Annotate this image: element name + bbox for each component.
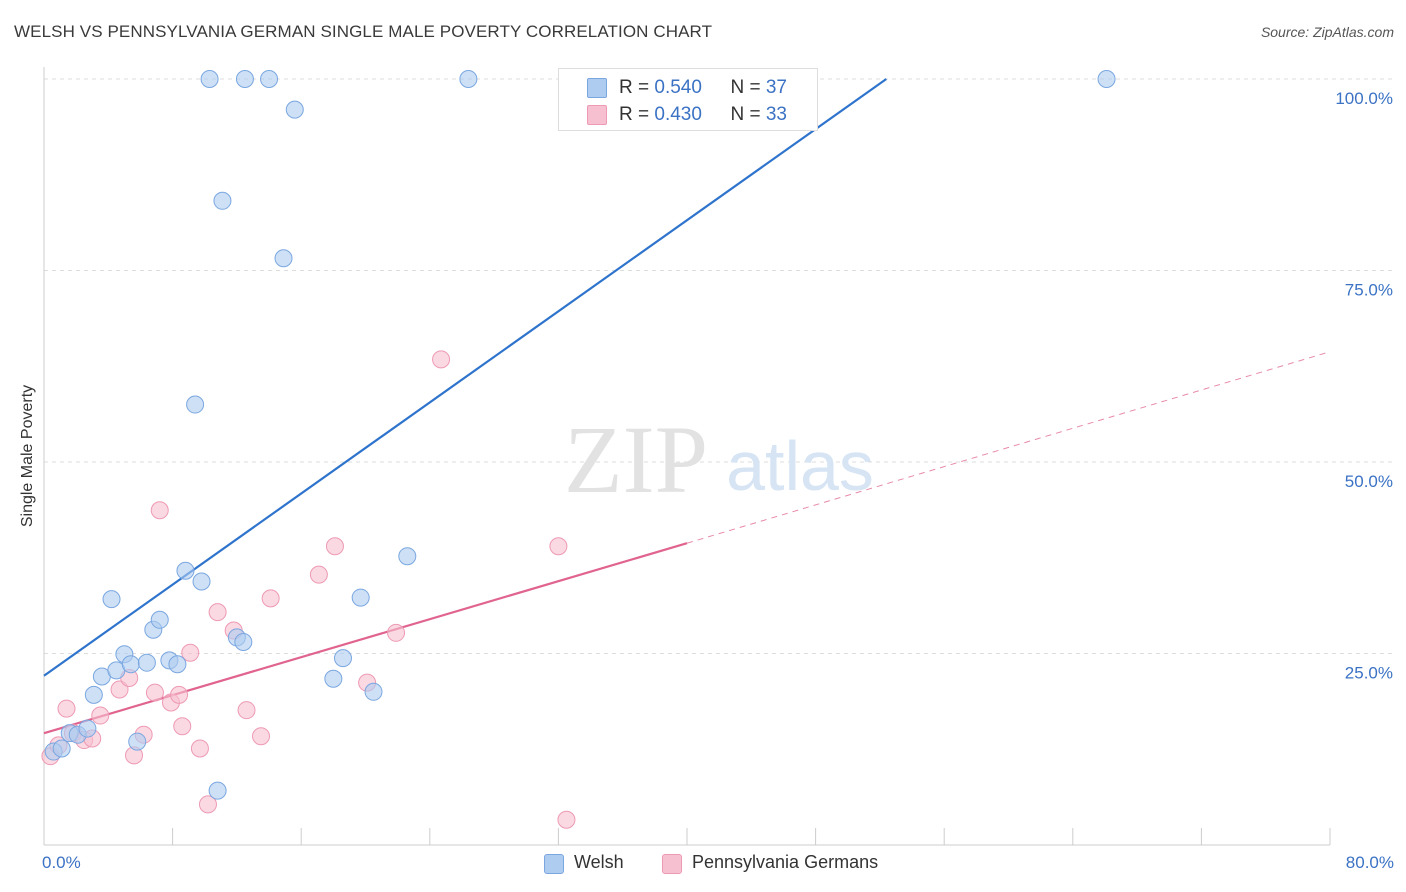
pa-point: [208, 603, 227, 622]
welsh-n-label: N =: [730, 77, 766, 98]
y-tick-labels: 25.0% 50.0% 75.0% 100.0%: [1335, 89, 1393, 683]
welsh-point: [208, 781, 227, 800]
welsh-point: [364, 682, 383, 701]
pa-point: [150, 501, 169, 520]
welsh-point: [1097, 70, 1116, 88]
source-label: Source: ZipAtlas.com: [1260, 24, 1394, 40]
welsh-point: [84, 685, 103, 704]
welsh-point: [200, 70, 219, 88]
pa-point: [237, 701, 256, 720]
pa-n-value: 33: [765, 104, 787, 125]
welsh-point: [213, 191, 232, 210]
axes: [43, 67, 1331, 846]
welsh-point: [128, 732, 147, 751]
y-tick-label: 50.0%: [1345, 472, 1393, 491]
legend-pa-swatch: [662, 854, 682, 874]
watermark-zip: ZIP: [564, 406, 708, 513]
welsh-point: [234, 633, 253, 652]
pa-r-value: 0.430: [654, 104, 702, 125]
pa-point: [252, 727, 271, 746]
welsh-point: [137, 653, 156, 672]
welsh-point: [78, 719, 97, 738]
legend-pa-label: Pennsylvania Germans: [692, 852, 879, 872]
pa-n-label: N =: [730, 104, 766, 125]
welsh-r-value: 0.540: [654, 77, 702, 98]
y-tick-label: 25.0%: [1345, 664, 1393, 683]
pa-point: [557, 810, 576, 829]
pa-trend-extension: [686, 351, 1331, 544]
welsh-point: [459, 70, 478, 88]
welsh-point: [351, 588, 370, 607]
pa-swatch: [587, 105, 607, 125]
y-axis-label: Single Male Poverty: [19, 384, 36, 528]
welsh-trend-line: [43, 78, 887, 677]
pa-point: [110, 680, 129, 699]
legend-welsh-swatch: [544, 854, 564, 874]
pa-point: [173, 717, 192, 736]
watermark-atlas: atlas: [726, 427, 874, 505]
welsh-point: [168, 655, 187, 674]
pa-point: [261, 589, 280, 608]
pa-point: [181, 643, 200, 662]
data-points: [41, 70, 1116, 829]
welsh-swatch: [587, 78, 607, 98]
welsh-point: [52, 739, 71, 758]
pa-point: [387, 623, 406, 642]
y-tick-label: 75.0%: [1345, 281, 1393, 300]
pa-trend-line: [43, 542, 688, 735]
welsh-point: [192, 572, 211, 591]
pa-point: [190, 739, 209, 758]
pa-point: [91, 706, 110, 725]
pa-point: [198, 795, 217, 814]
pa-point: [309, 565, 328, 584]
welsh-point: [324, 669, 343, 688]
welsh-point: [150, 610, 169, 629]
pa-point: [549, 537, 568, 556]
welsh-point: [333, 649, 352, 668]
welsh-point: [274, 249, 293, 268]
y-tick-label: 100.0%: [1335, 89, 1393, 108]
watermark: ZIP atlas: [564, 406, 874, 513]
welsh-point: [235, 70, 254, 88]
x-tick-min: 0.0%: [42, 853, 81, 872]
grid-lines: [44, 78, 1394, 654]
pa-point: [145, 683, 164, 702]
pa-point: [432, 350, 451, 369]
welsh-point: [176, 561, 195, 580]
pa-point: [325, 537, 344, 556]
welsh-point: [285, 100, 304, 119]
chart-title: WELSH VS PENNSYLVANIA GERMAN SINGLE MALE…: [14, 22, 713, 41]
pa-r-label: R =: [619, 104, 655, 125]
correlation-legend: R = 0.540 N = 37 R = 0.430 N = 33: [558, 68, 818, 131]
pa-point: [170, 685, 189, 704]
x-tick-max: 80.0%: [1345, 853, 1394, 872]
welsh-point: [121, 655, 140, 674]
welsh-r-label: R =: [619, 77, 655, 98]
welsh-point: [398, 547, 417, 566]
welsh-point: [102, 590, 121, 609]
welsh-point: [186, 395, 205, 414]
pa-point: [57, 699, 76, 718]
legend-welsh-label: Welsh: [574, 852, 624, 872]
welsh-n-value: 37: [765, 77, 787, 98]
welsh-point: [260, 70, 279, 88]
